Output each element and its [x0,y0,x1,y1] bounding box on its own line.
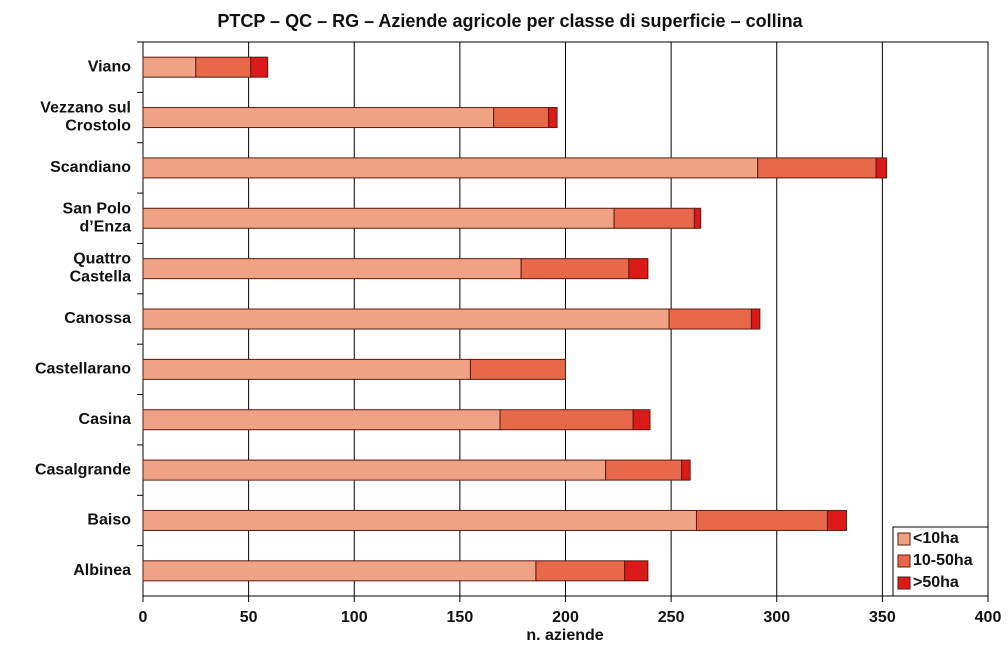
legend-swatch [897,554,911,568]
x-tick-label: 0 [139,609,148,626]
bar-segment [142,207,615,229]
bar-segment [142,258,522,280]
legend-label: >50ha [913,574,959,591]
bar-segment [142,560,537,582]
bar-segment [624,560,649,582]
bar-segment [469,358,566,380]
y-tick-label: Quattro Castella [70,251,132,286]
y-tick-label-line: Crostolo [65,118,131,135]
bar-segment [142,107,495,129]
chart-title: PTCP – QC – RG – Aziende agricole per cl… [217,11,803,31]
y-tick-label: Vezzano sul Crostolo [40,100,131,135]
y-tick-label-line: Quattro [73,251,131,268]
bar-segment [757,157,877,179]
y-tick-label: Casina [79,411,132,428]
bar-segment [142,509,697,531]
legend-label: 10-50ha [913,552,973,569]
bar-segment [681,459,691,481]
bar-segment [693,207,702,229]
y-tick-label-line: Castella [70,269,131,286]
bar-segment [750,308,761,330]
bar-segment [499,409,634,431]
bar-segment [520,258,630,280]
bar-segment [632,409,651,431]
legend-swatch [897,532,911,546]
x-tick-label: 150 [447,609,474,626]
x-tick-label: 350 [869,609,896,626]
bar-segment [142,56,197,78]
bar-segment [668,308,752,330]
bar-segment [628,258,649,280]
bar-segment [605,459,683,481]
bar-segment [548,107,558,129]
x-tick-label: 400 [975,609,1002,626]
x-tick-label: 300 [763,609,790,626]
x-tick-label: 200 [552,609,579,626]
y-tick-label: Viano [88,58,132,75]
y-tick-label-line: San Polo [63,200,132,217]
bar-segment [875,157,888,179]
x-axis-label: n. aziende [526,627,603,644]
y-tick-label: Castellarano [35,361,131,378]
bar-segment [535,560,626,582]
y-tick-label: Baiso [87,512,131,529]
y-tick-label: San Polo d’Enza [63,200,132,235]
bar-segment [142,459,607,481]
y-tick-label: Albinea [73,562,131,579]
bar-segment [613,207,695,229]
x-tick-label: 250 [658,609,685,626]
bar-segment [142,409,501,431]
bar-segment [493,107,550,129]
y-tick-label-line: Vezzano sul [40,100,131,117]
y-tick-label: Casalgrande [35,461,131,478]
legend-label: <10ha [913,530,959,547]
bar-segment [142,157,759,179]
y-tick-label: Scandiano [50,159,131,176]
bar-segment [250,56,269,78]
bar-segment [142,308,670,330]
bar-segment [695,509,828,531]
legend-swatch [897,576,911,590]
y-tick-label: Canossa [64,310,131,327]
bar-segment [195,56,252,78]
bar-segment [142,358,471,380]
bar-segment [826,509,847,531]
x-tick-label: 50 [240,609,258,626]
y-tick-label-line: d’Enza [79,218,131,235]
x-tick-label: 100 [341,609,368,626]
